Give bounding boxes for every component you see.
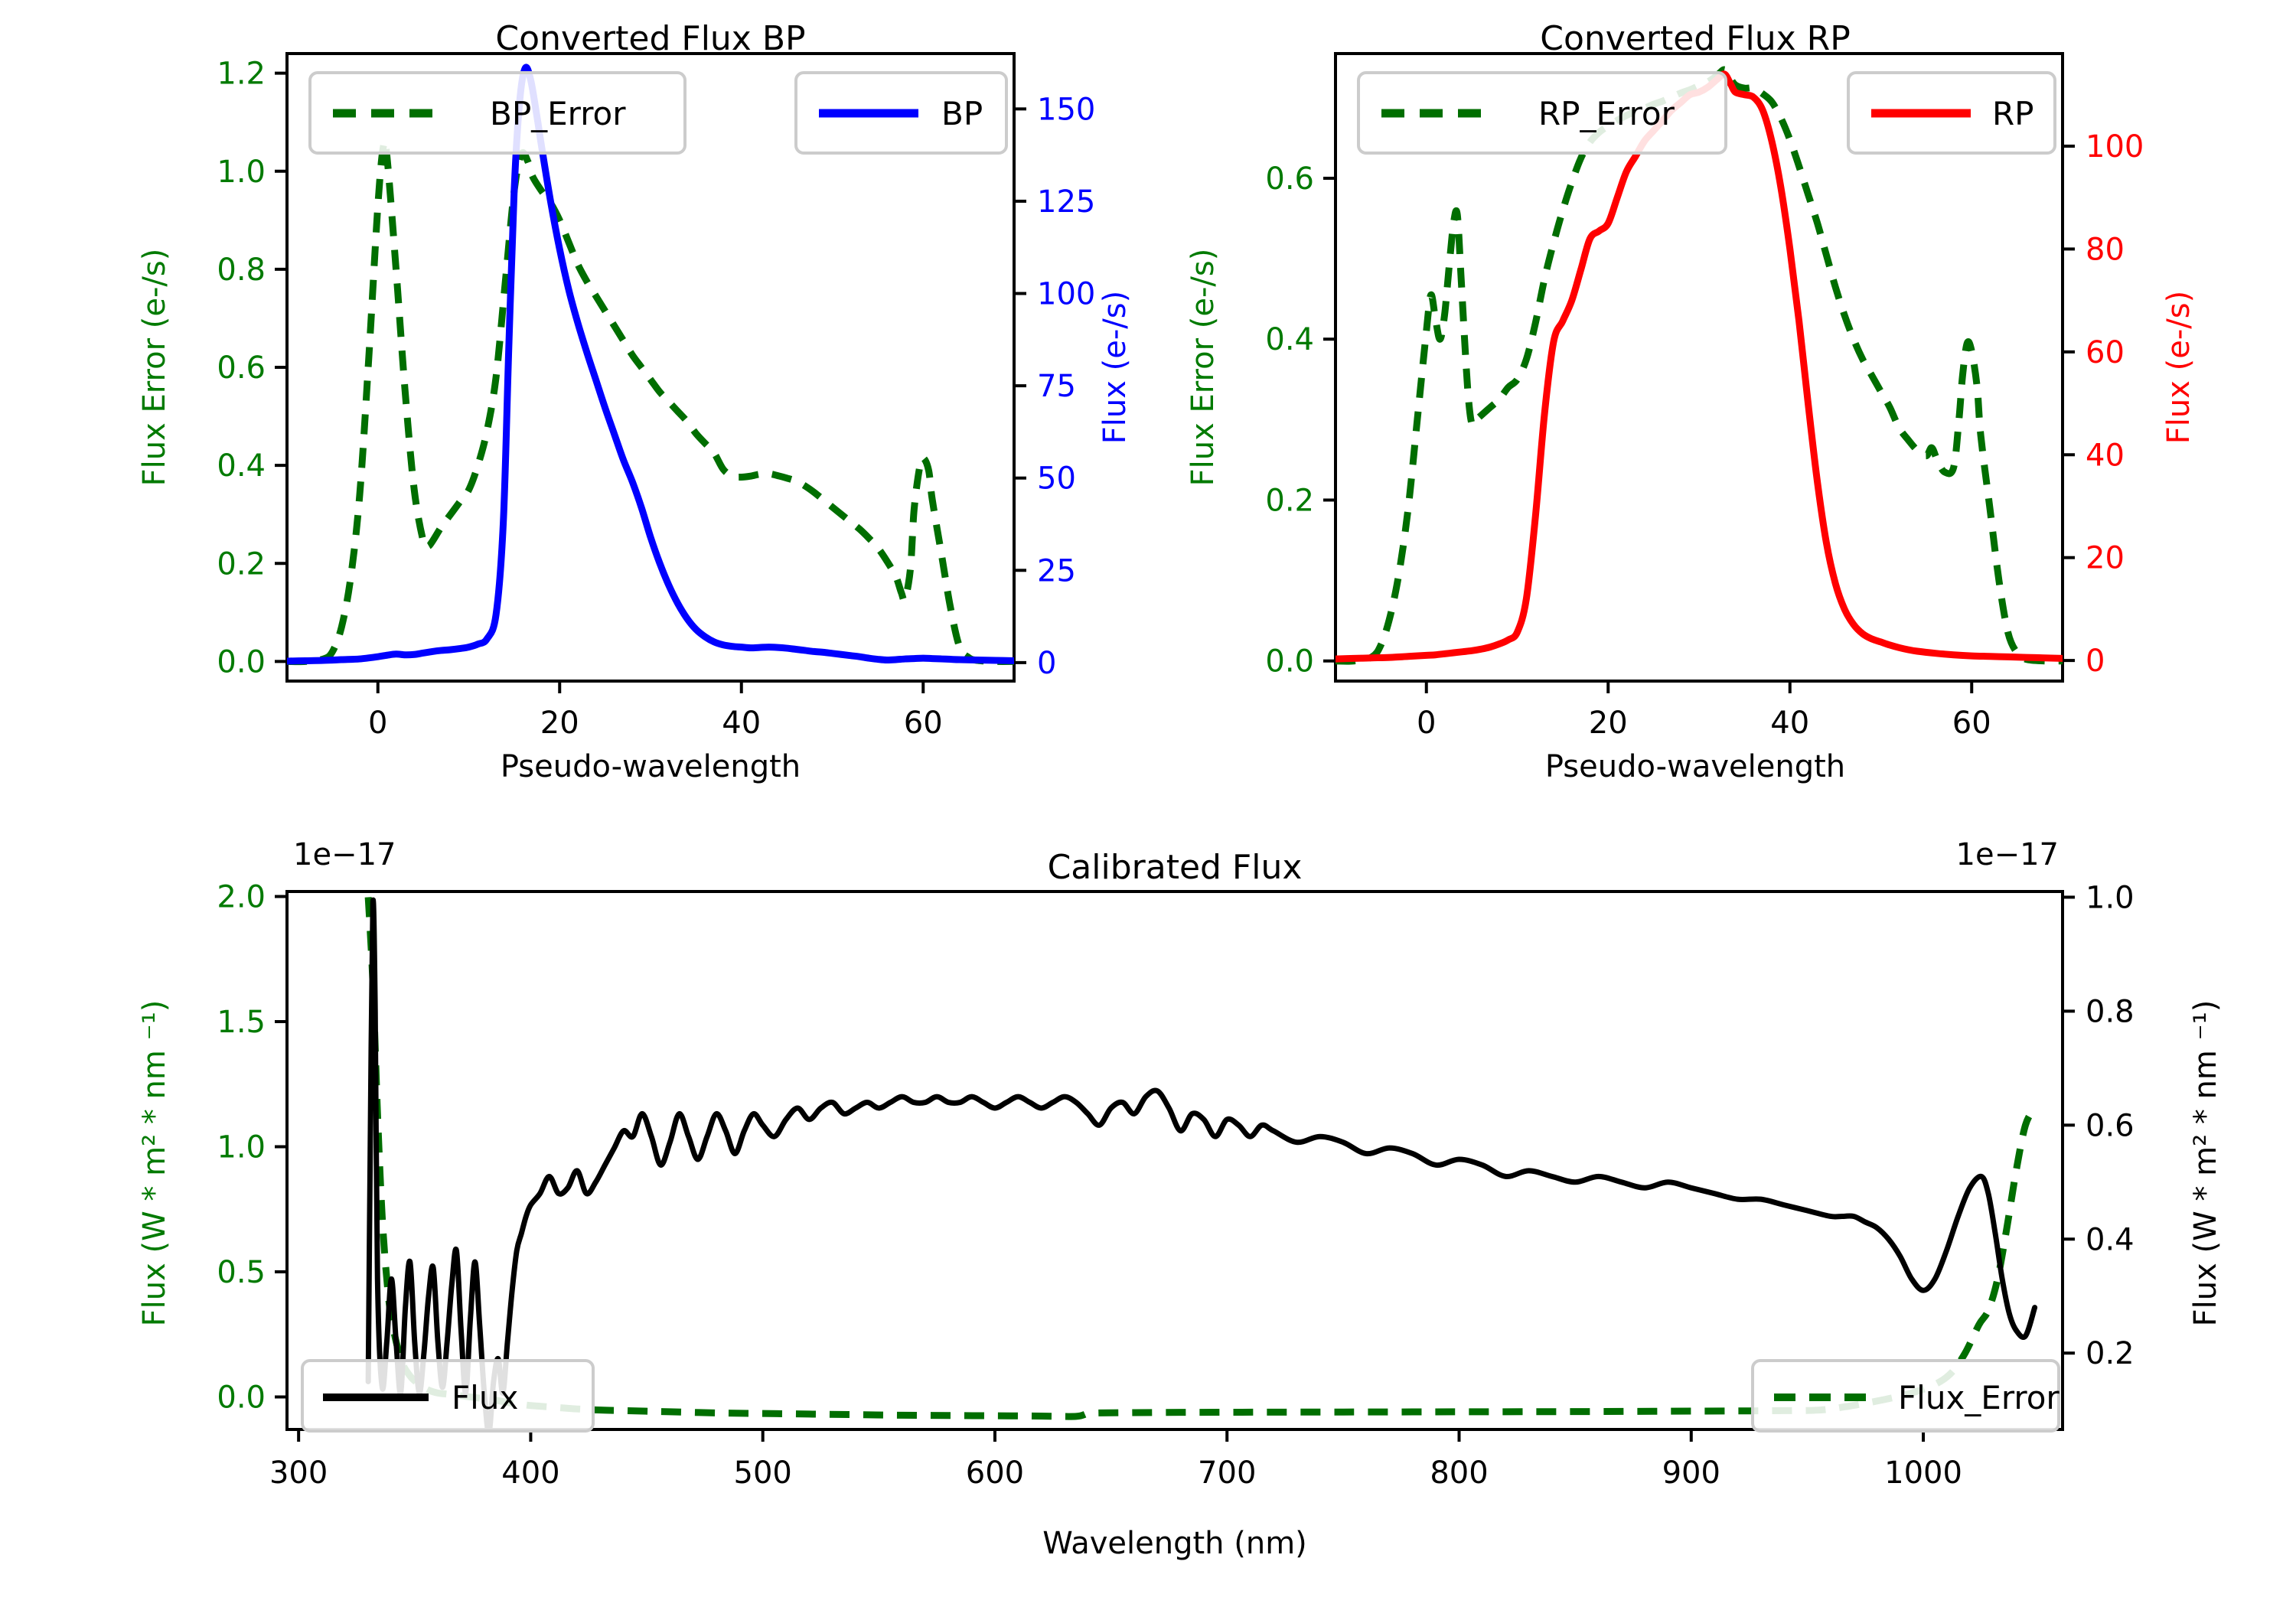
rp-plot-svg: Converted Flux RP 0 20 40 60 0.0 0.2 0.4 0.6 0 20… [1186,19,2197,784]
y-right-tick-label: 0.4 [2086,1222,2135,1257]
y-right-tick-label: 40 [2086,438,2125,473]
y-left-tick-label: 0.8 [217,253,266,288]
rp-ylabel-left: Flux Error (e-/s) [1186,249,1221,487]
x-tick-label: 1000 [1884,1455,1962,1491]
y-right-tick-label: 0.6 [2086,1108,2135,1143]
y-left-tick-label: 0.0 [217,1380,266,1415]
x-tick-label: 300 [269,1455,328,1491]
y-right-tick-label: 75 [1037,369,1076,404]
series-flux [365,897,2038,1429]
series-rp [1336,70,2063,663]
cal-legend-flux-label: Flux [452,1379,518,1416]
y-right-tick-label: 100 [1037,277,1095,312]
x-tick-label: 60 [904,706,943,741]
cal-legend-flux-error-label: Flux_Error [1898,1379,2060,1416]
rp-legend-error-label: RP_Error [1538,95,1675,132]
x-tick-label: 800 [1430,1455,1488,1491]
x-tick-label: 0 [1417,706,1436,741]
cal-legend-flux[interactable]: Flux [301,1359,595,1433]
cal-ylabel-left: Flux (W * m² * nm ⁻¹) [137,1000,172,1327]
y-right-tick-label: 100 [2086,129,2144,165]
y-left-tick-label: 0.6 [1265,161,1314,197]
x-tick-label: 40 [722,706,761,741]
bp-ylabel-right: Flux (e-/s) [1097,291,1133,444]
cal-xlabel: Wavelength (nm) [1042,1526,1307,1561]
y-left-tick-label: 0.2 [1265,483,1314,518]
y-left-tick-label: 0.4 [1265,322,1314,357]
x-tick-label: 400 [501,1455,559,1491]
x-tick-label: 20 [540,706,579,741]
cal-offset-left: 1e−17 [293,837,396,872]
bp-legend-bp-label: BP [941,95,983,132]
y-right-tick-label: 0 [1037,646,1056,681]
y-right-tick-label: 25 [1037,553,1076,588]
x-tick-label: 20 [1589,706,1628,741]
bp-plot-svg: Converted Flux BP 0 20 40 60 0.0 0.2 0.4 0.6 0.8… [137,19,1133,784]
series-bp_error [287,137,1014,666]
x-tick-label: 500 [734,1455,792,1491]
y-left-tick-label: 0.4 [217,448,266,484]
series-flux-error [364,897,2038,1420]
x-tick-label: 0 [368,706,387,741]
y-right-tick-label: 0.2 [2086,1336,2135,1371]
bp-xlabel: Pseudo-wavelength [501,749,801,784]
y-left-tick-label: 1.5 [217,1005,266,1040]
bp-ylabel-left: Flux Error (e-/s) [137,249,172,487]
rp-legend-rp[interactable]: RP [1847,71,2056,155]
rp-title: Converted Flux RP [1540,19,1851,58]
y-right-tick-label: 80 [2086,232,2125,267]
series-rp_error [1336,66,2063,665]
bp-title: Converted Flux BP [495,19,805,58]
y-left-tick-label: 2.0 [217,880,266,915]
y-right-tick-label: 0 [2086,644,2105,679]
y-left-tick-label: 0.0 [1265,644,1314,680]
rp-xlabel: Pseudo-wavelength [1545,749,1845,784]
cal-axes-frame [285,890,2064,1431]
y-left-tick-label: 1.2 [217,57,266,92]
panel-converted-flux-bp: Converted Flux BP 0 20 40 60 0.0 0.2 0.4 0.6 0.8… [0,0,1148,811]
x-tick-label: 40 [1770,706,1809,741]
y-right-tick-label: 60 [2086,335,2125,370]
x-tick-label: 600 [966,1455,1024,1491]
cal-offset-right: 1e−17 [1956,837,2059,872]
y-right-tick-label: 50 [1037,461,1076,497]
bp-legend-error-label: BP_Error [490,95,626,132]
y-right-tick-label: 125 [1037,184,1095,220]
rp-legend-error[interactable]: RP_Error [1357,71,1727,155]
y-left-tick-label: 1.0 [217,1130,266,1165]
rp-ylabel-right: Flux (e-/s) [2161,291,2197,444]
y-left-tick-label: 0.2 [217,546,266,582]
y-left-tick-label: 0.6 [217,350,266,386]
y-right-tick-label: 0.8 [2086,994,2135,1029]
bp-legend-error[interactable]: BP_Error [308,71,687,155]
rp-legend-rp-label: RP [1992,95,2034,132]
panel-converted-flux-rp: Converted Flux RP 0 20 40 60 0.0 0.2 0.4 0.6 0 20… [1049,0,2296,811]
y-left-tick-label: 0.0 [217,644,266,680]
x-tick-label: 700 [1198,1455,1256,1491]
cal-plot-svg: Calibrated Flux 1e−17 1e−17 300 400 500 600… [137,837,2223,1561]
rp-axes-frame [1334,52,2064,683]
y-right-tick-label: 20 [2086,541,2125,576]
bp-axes-frame [285,52,1016,683]
y-left-tick-label: 0.5 [217,1255,266,1290]
cal-ylabel-right: Flux (W * m² * nm ⁻¹) [2188,1000,2223,1327]
y-right-tick-label: 1.0 [2086,880,2135,915]
cal-legend-flux-error[interactable]: Flux_Error [1751,1359,2060,1433]
series-bp [287,64,1014,665]
bp-legend-bp[interactable]: BP [794,71,1008,155]
cal-title: Calibrated Flux [1048,848,1303,887]
panel-calibrated-flux: Calibrated Flux 1e−17 1e−17 300 400 500 600… [0,834,2296,1607]
x-tick-label: 60 [1952,706,1991,741]
x-tick-label: 900 [1662,1455,1720,1491]
y-right-tick-label: 150 [1037,92,1095,127]
y-left-tick-label: 1.0 [217,155,266,190]
